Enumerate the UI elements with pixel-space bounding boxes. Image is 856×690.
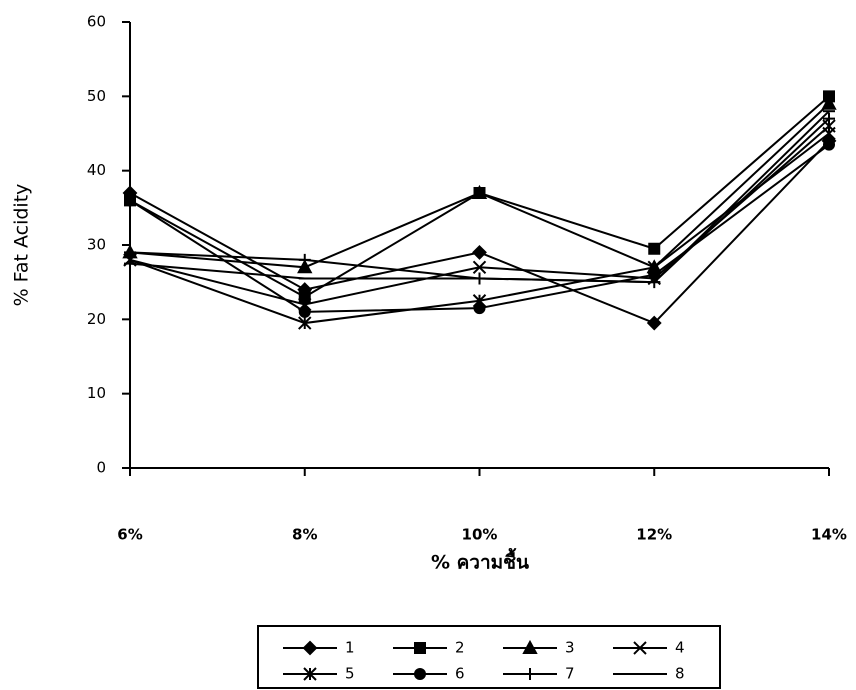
data-point [297,259,313,274]
data-point [471,184,488,199]
x-tick-label: 14% [811,526,847,544]
x-tick-label: 10% [462,526,498,544]
legend-symbol [302,640,318,656]
data-point [648,242,661,255]
y-tick-label: 0 [96,459,106,477]
legend-label: 6 [455,665,465,683]
x-axis-title: % ความชื้น [431,548,529,574]
legend-symbol [633,641,647,655]
y-tick-label: 30 [87,236,106,254]
y-tick-label: 20 [87,310,106,328]
x-tick-label: 12% [636,526,672,544]
y-tick-label: 40 [87,161,106,179]
legend-symbol [303,667,317,681]
data-point [298,305,311,318]
legend-symbol [414,668,426,680]
data-point [822,126,836,141]
y-tick-label: 60 [87,13,106,31]
data-point [821,95,837,110]
legend-label: 2 [455,639,465,657]
legend-box [257,625,721,689]
data-point [473,302,486,315]
y-tick-label: 50 [87,87,106,105]
data-point [298,316,312,330]
legend-label: 7 [565,665,575,683]
data-point [823,112,835,125]
series-line [129,132,830,325]
data-point [472,245,487,260]
x-tick-label: 6% [117,526,142,544]
legend-label: 8 [675,665,685,683]
legend-label: 4 [675,639,685,657]
legend-label: 5 [345,665,355,683]
legend-label: 3 [565,639,575,657]
data-point [124,246,136,259]
y-axis-title: % Fat Acidity [11,184,33,307]
data-point [646,315,662,331]
legend-symbol [524,668,536,680]
data-point [823,138,835,151]
legend-symbol [522,639,538,654]
x-tick-label: 8% [292,526,317,544]
legend-label: 1 [345,639,355,657]
y-tick-label: 10 [87,384,106,402]
legend-symbol [414,642,426,654]
data-point [648,268,661,281]
data-point [298,253,311,266]
data-point [124,194,136,207]
data-point [472,260,487,275]
